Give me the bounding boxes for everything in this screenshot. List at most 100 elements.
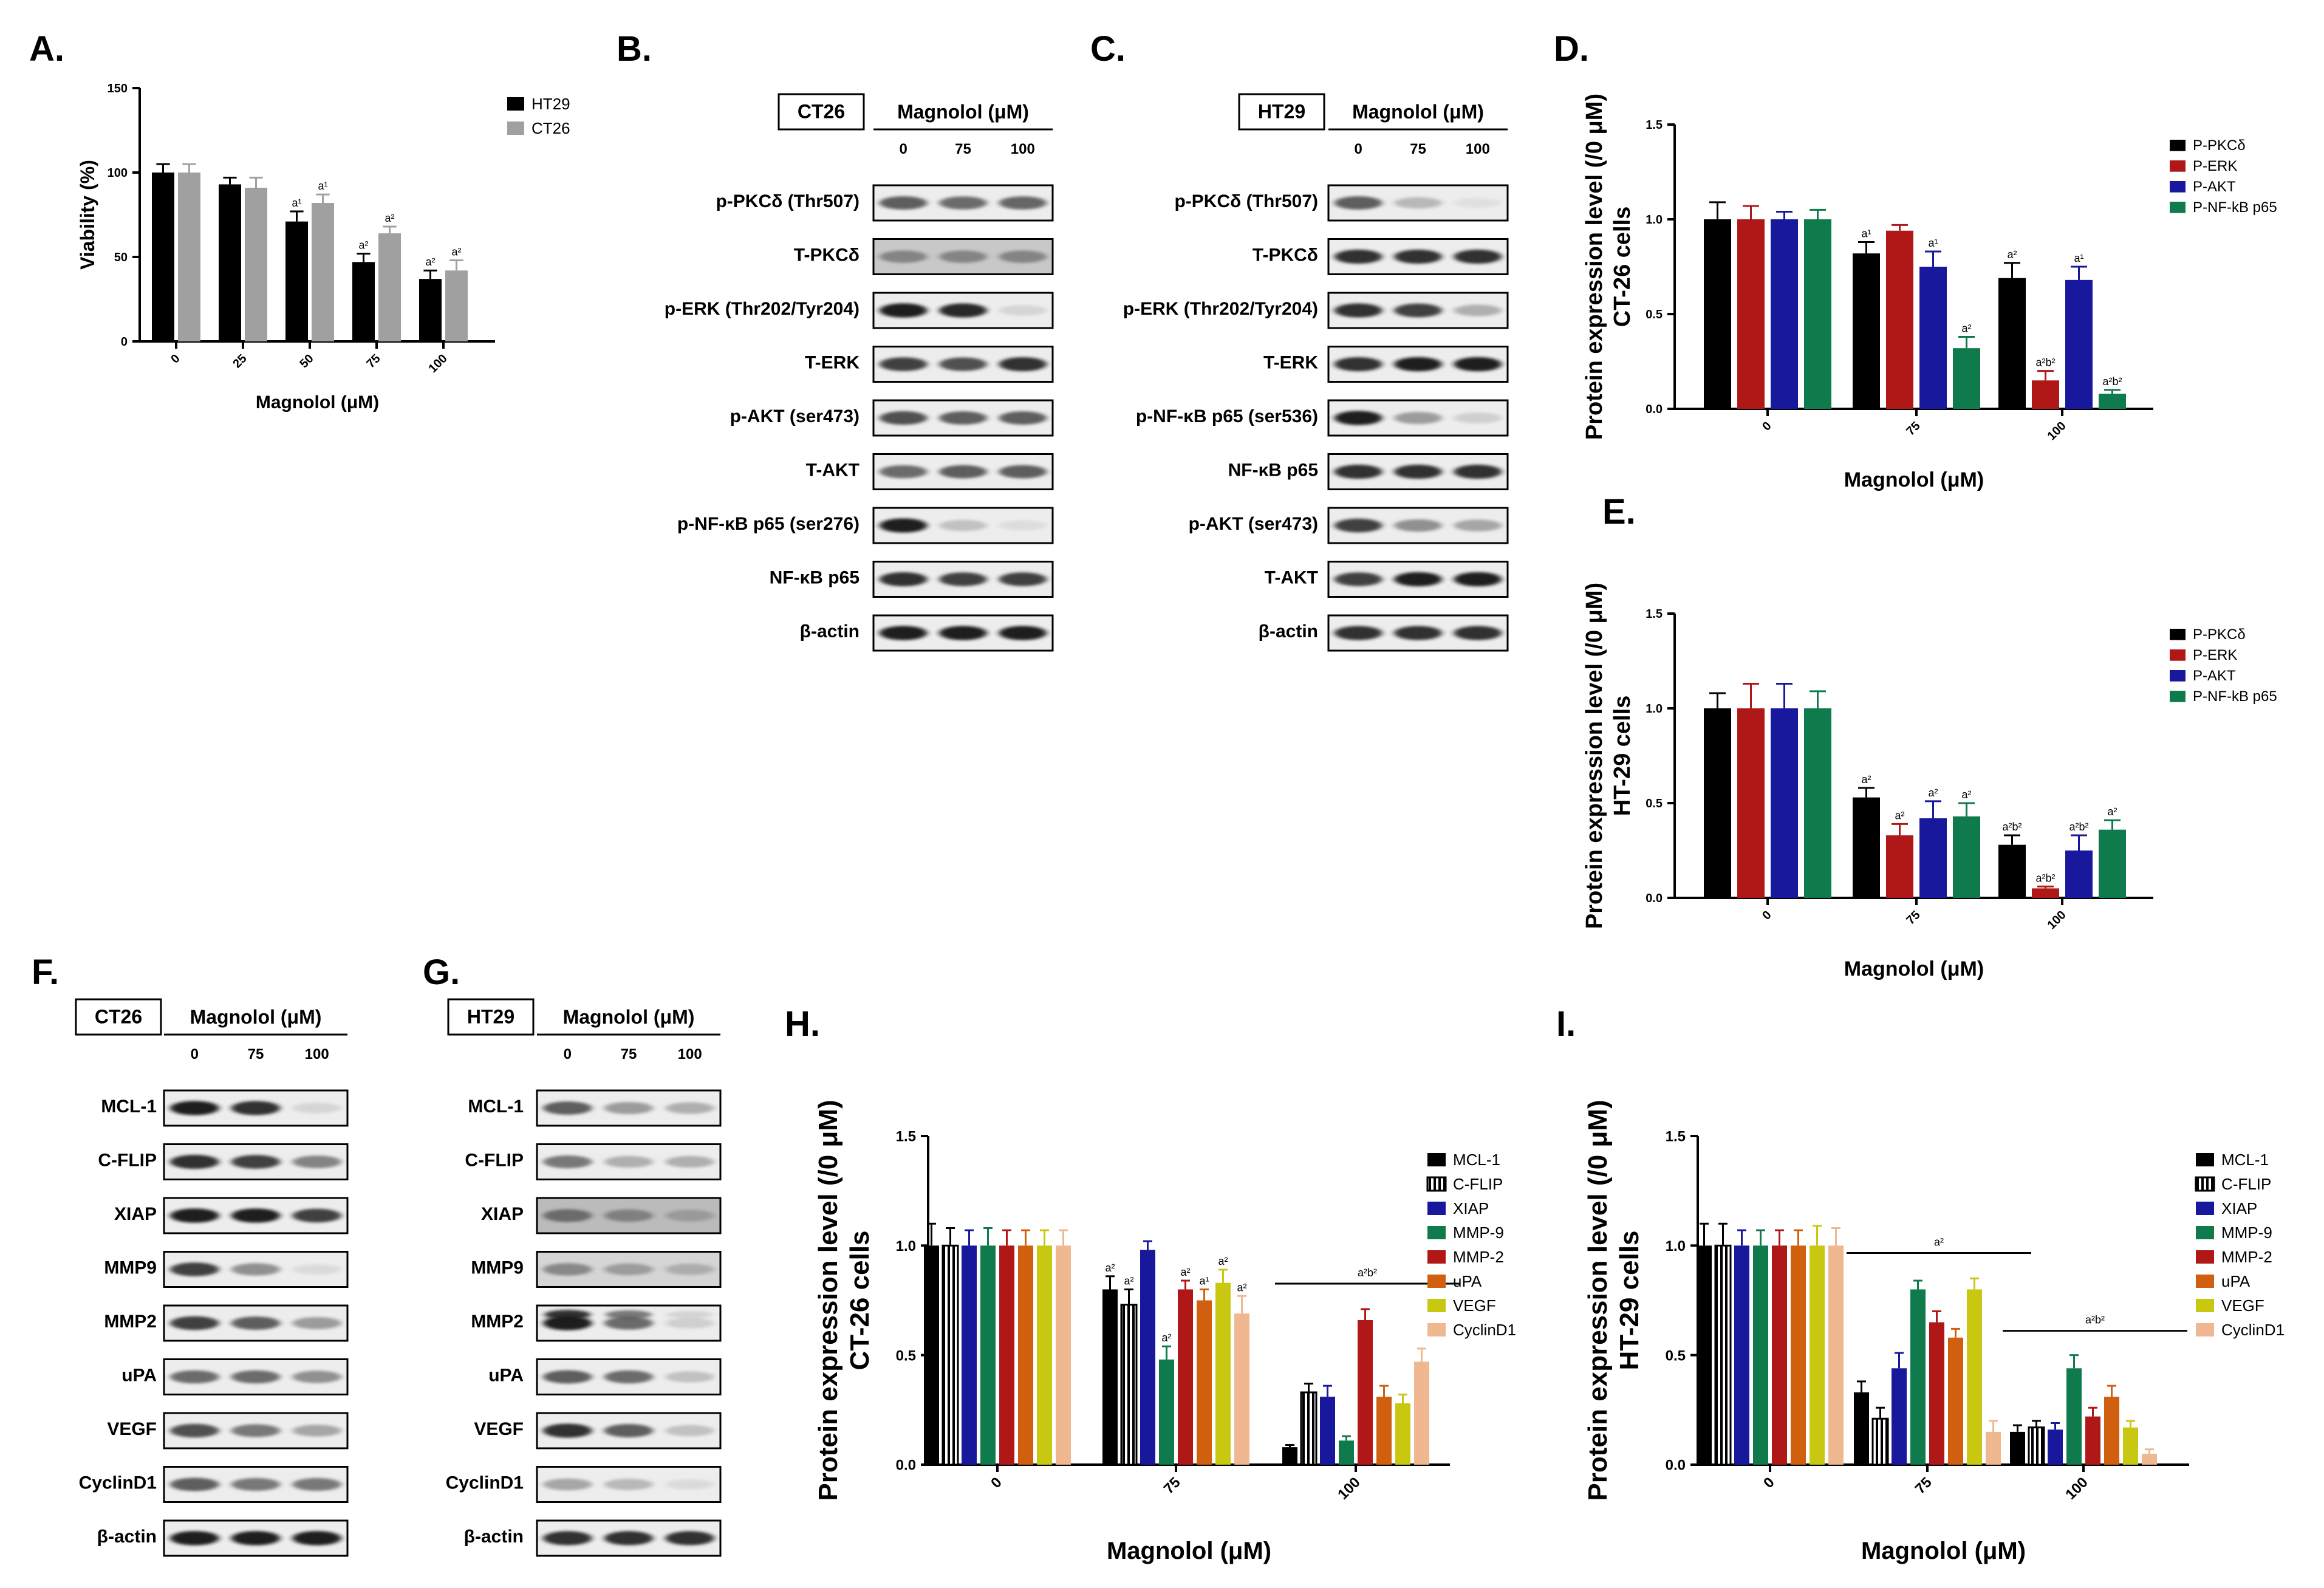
legend-swatch-p-erk	[2170, 160, 2186, 172]
bar-mcl-1-100	[1282, 1447, 1297, 1465]
bar-upa-75	[1948, 1337, 1963, 1465]
blot-c: HT29 Magnolol (μM) 0 75 100 p-PKCδ (Thr507) T-…	[1123, 93, 1509, 652]
bar-cyclind1-0	[1056, 1245, 1071, 1465]
band	[939, 626, 987, 640]
bar-p-nf-kb-p65-0	[1804, 708, 1831, 898]
y-tick-label: 1.5	[896, 1129, 916, 1145]
legend-swatch-p-akt	[2170, 670, 2186, 682]
bar-ht29-100	[419, 279, 442, 341]
band	[543, 1101, 592, 1115]
chart-i: 0.0 0.5 1.0 1.5 0 75 100 a² a²b² Magnolol (μM) Pro…	[1583, 1100, 2285, 1564]
band	[879, 465, 928, 479]
x-axis-title: Magnolol (μM)	[1861, 1538, 2026, 1564]
panel-label-g: G.	[423, 953, 460, 992]
band-upper	[605, 1310, 652, 1319]
bar-mmp-9-0	[1753, 1245, 1768, 1465]
legend-swatch-c-flip	[2195, 1176, 2215, 1192]
band	[665, 1531, 714, 1545]
legend: MCL-1 C-FLIP XIAP MMP-9 MMP-2 uPA VEGF CyclinD1	[1426, 1151, 1516, 1339]
legend: P-PKCδ P-ERK P-AKT P-NF-kB p65	[2170, 137, 2277, 216]
blot-row-mmp2: MMP2	[471, 1304, 722, 1342]
protein-label: CyclinD1	[446, 1473, 524, 1493]
treatment-label: Magnolol (μM)	[190, 1006, 322, 1028]
bar-mcl-1-75	[1102, 1289, 1118, 1465]
bar-ht29-50	[285, 221, 308, 341]
band	[999, 357, 1047, 372]
y-tick-label: 150	[108, 82, 128, 95]
bar-upa-100	[1376, 1397, 1392, 1465]
lane-label: 0	[564, 1046, 572, 1063]
legend-swatch-p-pkc	[2170, 629, 2186, 640]
bar-c-flip-0	[942, 1244, 959, 1466]
band	[231, 1155, 281, 1169]
band	[939, 572, 987, 586]
band	[292, 1317, 341, 1329]
band	[543, 1209, 592, 1222]
significance-label: a²	[1218, 1255, 1228, 1267]
bar-ht29-0	[152, 173, 174, 341]
x-tick-label: 0	[988, 1474, 1005, 1492]
treatment-label: Magnolol (μM)	[897, 101, 1029, 123]
bar-mmp-9-100	[2066, 1368, 2082, 1465]
y-tick-label: 1.0	[1646, 213, 1663, 227]
bar-mcl-1-75	[1854, 1392, 1869, 1465]
x-axis-title: Magnolol (μM)	[1844, 957, 1984, 981]
blot-row-vegf: VEGF	[107, 1412, 349, 1449]
significance-label: a¹	[2074, 252, 2083, 264]
x-tick-label: 75	[364, 352, 383, 371]
band	[1454, 519, 1502, 532]
blot-row-t-erk: T-ERK	[1263, 346, 1509, 383]
y-tick-label: 1.0	[1646, 702, 1663, 716]
protein-label: NF-κB p65	[770, 567, 860, 587]
band	[1454, 197, 1502, 208]
panel-label-e: E.	[1602, 492, 1636, 532]
blot-row-mmp9: MMP9	[104, 1251, 349, 1288]
band	[939, 303, 987, 318]
panel-label-h: H.	[785, 1004, 820, 1044]
legend-swatch-mcl-1	[1427, 1153, 1446, 1166]
lane-label: 0	[899, 141, 907, 157]
legend-label-cyclind1: CyclinD1	[1453, 1321, 1516, 1339]
band	[1394, 412, 1442, 424]
legend-swatch-vegf	[2196, 1299, 2214, 1312]
significance-label: a²	[1961, 789, 1971, 801]
western-blots: CT26 Magnolol (μM) 0 75 100 p-PKCδ (Thr507) T-…	[75, 93, 1509, 1557]
band	[665, 1371, 714, 1383]
y-tick-label: 0.0	[1646, 403, 1663, 416]
band	[999, 520, 1047, 531]
band	[604, 1155, 654, 1168]
lane-label: 75	[1410, 141, 1426, 157]
band	[1454, 626, 1502, 640]
bar-p-akt-100	[2065, 850, 2093, 898]
band	[665, 1264, 714, 1275]
band	[292, 1208, 341, 1223]
band	[939, 411, 987, 425]
protein-label: T-PKCδ	[794, 245, 860, 265]
x-axis-title: Magnolol (μM)	[1844, 468, 1984, 491]
band	[665, 1425, 714, 1437]
bar-ct26-100	[445, 270, 468, 341]
cell-line-label: CT26	[798, 100, 845, 122]
protein-label: MMP2	[104, 1312, 157, 1332]
bar-p-erk-75	[1886, 835, 1913, 898]
bar-cyclind1-100	[1414, 1361, 1429, 1465]
bar-mmp-9-75	[1910, 1289, 1926, 1465]
lane-label: 75	[248, 1046, 264, 1063]
legend-swatch-xiap	[1427, 1202, 1446, 1215]
legend-swatch-ct26	[507, 121, 524, 135]
y-axis-title: Protein expression level (/0 μM)	[813, 1100, 843, 1501]
blot-row-p-akt-ser473: p-AKT (ser473)	[1189, 507, 1509, 544]
legend-swatch-mmp-9	[1427, 1226, 1446, 1239]
y-tick-label: 1.5	[1666, 1129, 1686, 1145]
protein-label: MMP9	[104, 1258, 157, 1278]
y-tick-label: 0.0	[1646, 892, 1663, 905]
y-tick-label: 1.0	[1666, 1238, 1686, 1254]
bar-xiap-0	[1734, 1245, 1749, 1465]
band	[543, 1155, 592, 1169]
legend-label-vegf: VEGF	[2221, 1296, 2264, 1315]
bar-ct26-50	[312, 203, 334, 341]
band	[999, 250, 1047, 263]
significance-label: a¹	[1861, 227, 1871, 239]
protein-label: MMP2	[471, 1312, 524, 1332]
